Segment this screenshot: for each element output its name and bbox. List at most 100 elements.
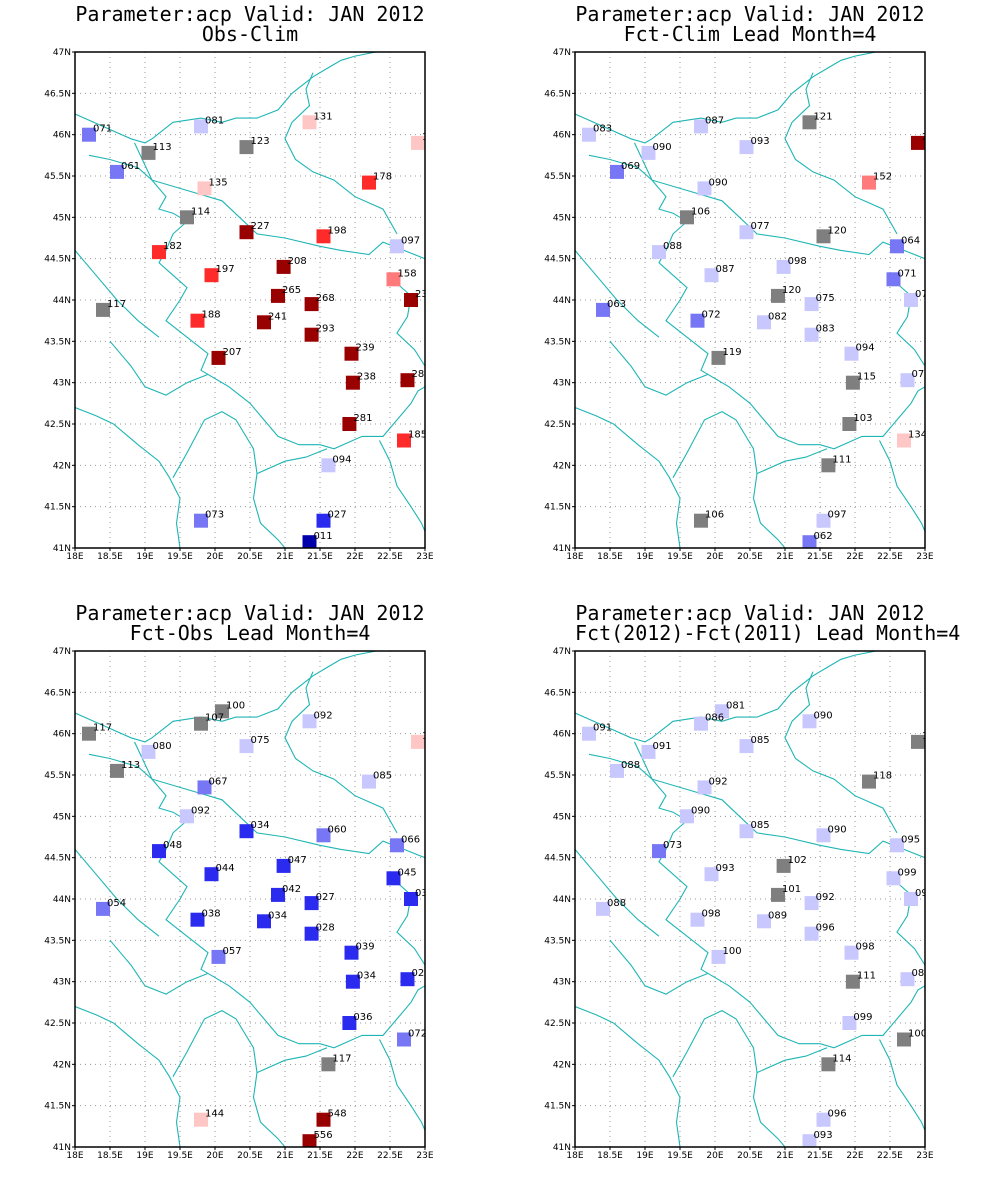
station-value: 087 (716, 264, 735, 275)
lat-tick-label: 43N (553, 978, 571, 988)
station-value: 071 (898, 268, 917, 279)
grid-lines (575, 52, 925, 548)
station-marker (804, 926, 819, 941)
station-value: 094 (856, 343, 875, 354)
station-value: 099 (898, 867, 917, 878)
station-value: 091 (593, 723, 612, 734)
station-marker (404, 293, 418, 307)
station-value: 093 (716, 863, 735, 874)
lat-tick-label: 42.5N (544, 420, 571, 430)
station-marker (704, 867, 719, 882)
border-line (379, 1039, 425, 1131)
station-value: 089 (768, 910, 787, 921)
station-marker (194, 716, 208, 731)
lon-tick-label: 19.5E (667, 1151, 693, 1161)
station-value: 067 (209, 776, 228, 787)
border-line (609, 939, 709, 995)
station-marker (180, 210, 194, 225)
station-value: 197 (216, 264, 235, 275)
lon-tick-label: 19.5E (667, 552, 693, 562)
station-marker (302, 714, 317, 729)
station-value: 036 (353, 1012, 372, 1023)
lat-tick-label: 46N (553, 131, 571, 141)
border-line (284, 671, 398, 834)
station-marker (180, 809, 194, 824)
station-value: 096 (816, 923, 835, 934)
station-value: 100 (226, 700, 245, 711)
station-value: 075 (912, 369, 931, 380)
border-line (75, 849, 160, 937)
station-marker (842, 1016, 857, 1030)
border-line (784, 72, 898, 235)
station-value: 044 (216, 863, 235, 874)
border-line (75, 250, 160, 338)
station-value: 178 (373, 172, 392, 183)
station-marker (302, 535, 317, 548)
borders (575, 52, 925, 548)
station-marker (96, 901, 110, 916)
station-value: 101 (782, 884, 801, 895)
station-value: 092 (816, 892, 835, 903)
panel-title-line2: Obs-Clim (201, 22, 299, 46)
borders (575, 651, 925, 1147)
border-line (784, 671, 898, 834)
station-marker (757, 315, 771, 330)
station-value: 098 (788, 256, 807, 267)
station-marker (194, 1112, 208, 1127)
lon-tick-label: 18.5E (97, 552, 123, 562)
station-marker (276, 858, 291, 873)
station-marker (821, 458, 836, 473)
station-marker (152, 245, 166, 260)
station-marker (697, 181, 712, 196)
station-marker (816, 513, 831, 528)
lat-tick-label: 44.5N (544, 255, 571, 265)
station-marker (890, 838, 904, 853)
station-value: 119 (723, 347, 742, 358)
station-value: 117 (107, 299, 126, 310)
station-marker (776, 858, 791, 873)
station-value: 268 (316, 293, 335, 304)
station-marker (386, 871, 401, 886)
station-marker (694, 716, 708, 731)
station-marker (845, 375, 860, 390)
station-marker (652, 844, 666, 859)
station-marker (411, 135, 425, 150)
lon-tick-label: 22.5E (877, 1151, 903, 1161)
station-marker (276, 259, 291, 274)
lon-tick-label: 19.5E (167, 1151, 193, 1161)
border-line (284, 72, 398, 235)
lat-tick-label: 41.5N (44, 503, 71, 513)
lat-tick-label: 44N (553, 296, 571, 306)
station-value: 106 (705, 510, 724, 521)
station-marker (304, 926, 319, 941)
station-marker (816, 828, 831, 843)
station-marker (342, 417, 357, 431)
station-marker (844, 346, 859, 361)
lon-tick-label: 20E (706, 1151, 723, 1161)
lat-tick-label: 41N (553, 544, 571, 554)
lon-tick-label: 23E (916, 552, 933, 562)
station-marker (190, 313, 205, 328)
lon-tick-label: 23E (416, 1151, 433, 1161)
station-marker (304, 297, 319, 312)
station-value: 087 (705, 115, 724, 126)
station-marker (321, 458, 336, 473)
lon-tick-label: 19E (136, 1151, 153, 1161)
station-marker (802, 714, 817, 729)
lat-tick-label: 45.5N (544, 771, 571, 781)
station-value: 158 (398, 268, 417, 279)
station-marker (316, 513, 331, 528)
station-value: 115 (857, 372, 876, 383)
station-marker (362, 774, 376, 789)
border-line (88, 753, 425, 1049)
station-marker (110, 164, 124, 179)
panel-title-line2: Fct-Obs Lead Month=4 (129, 621, 371, 645)
lat-tick-label: 44N (53, 296, 71, 306)
panel-title-line2: Fct-Clim Lead Month=4 (623, 22, 877, 46)
station-value: 145 (422, 731, 441, 742)
station-marker (316, 229, 331, 244)
station-marker (304, 327, 319, 342)
lat-tick-label: 45.5N (44, 771, 71, 781)
lat-tick-label: 43.5N (544, 936, 571, 946)
station-value: 286 (412, 369, 431, 380)
